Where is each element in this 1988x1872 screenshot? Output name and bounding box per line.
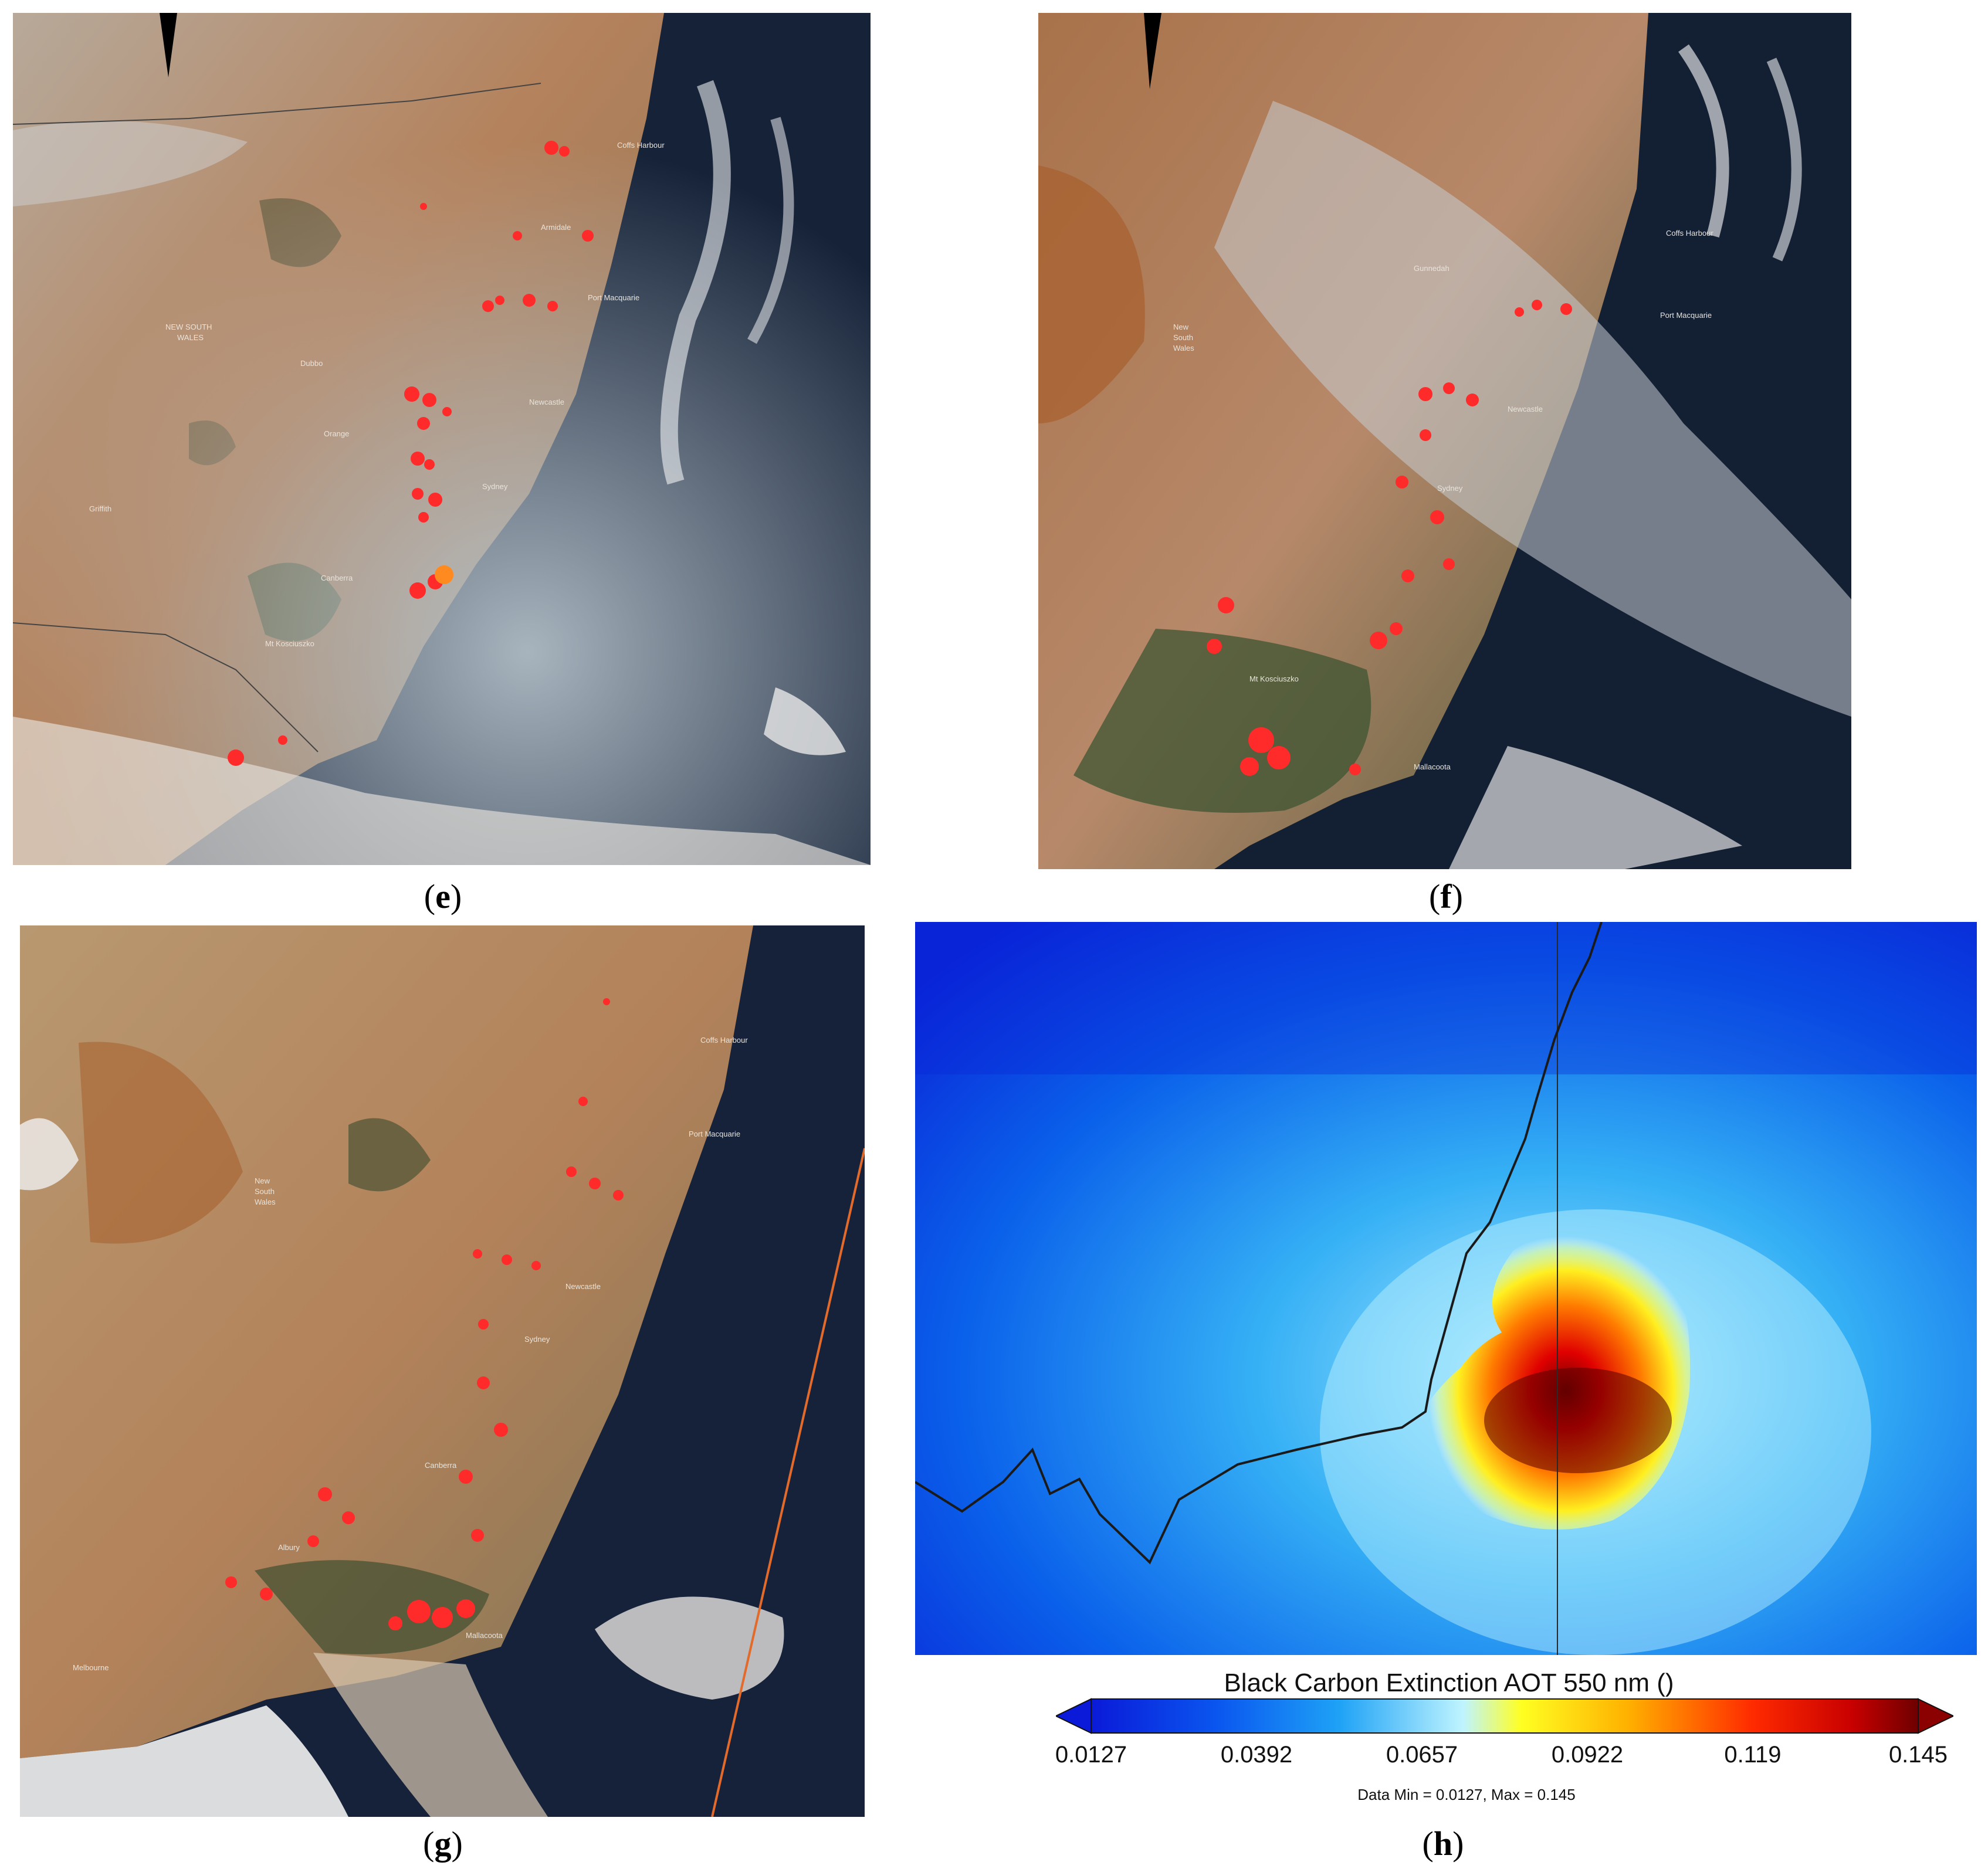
colorbar-tick-label: 0.145 — [1888, 1742, 1948, 1768]
svg-text:New: New — [255, 1176, 270, 1185]
svg-text:Port Macquarie: Port Macquarie — [588, 293, 639, 302]
svg-text:Sydney: Sydney — [524, 1335, 550, 1344]
svg-text:Orange: Orange — [324, 429, 349, 438]
colorbar-title: Black Carbon Extinction AOT 550 nm () — [1224, 1668, 1674, 1697]
panel-f-caption: (f) — [1429, 877, 1463, 915]
colorbar-tick-label: 0.119 — [1724, 1742, 1782, 1768]
svg-text:Coffs Harbour: Coffs Harbour — [617, 141, 665, 150]
svg-text:Newcastle: Newcastle — [529, 398, 564, 406]
svg-text:WALES: WALES — [177, 333, 204, 342]
colorbar — [1056, 1698, 1953, 1734]
svg-text:Coffs Harbour: Coffs Harbour — [1666, 229, 1713, 238]
svg-text:Canberra: Canberra — [425, 1461, 457, 1470]
data-min-max-note: Data Min = 0.0127, Max = 0.145 — [1357, 1786, 1576, 1803]
colorbar-max-arrow — [1918, 1698, 1953, 1734]
svg-text:Mallacoota: Mallacoota — [1414, 762, 1451, 771]
colorbar-tick-label: 0.0127 — [1055, 1742, 1127, 1768]
svg-text:Canberra: Canberra — [321, 574, 353, 582]
satellite-image-g: New South Wales Sydney Newcastle Port Ma… — [20, 925, 865, 1817]
panel-h-caption: (h) — [1422, 1824, 1464, 1863]
colorbar-tick-label: 0.0657 — [1386, 1742, 1458, 1768]
svg-text:Wales: Wales — [255, 1198, 276, 1206]
panel-e-caption: (e) — [424, 877, 462, 915]
svg-text:Albury: Albury — [278, 1543, 300, 1552]
svg-text:New: New — [1173, 323, 1189, 331]
aot-heatmap-h — [915, 922, 1977, 1655]
colorbar-tick-label: 0.0392 — [1220, 1742, 1293, 1768]
colorbar-gradient — [1090, 1698, 1919, 1734]
svg-text:Sydney: Sydney — [1437, 484, 1463, 493]
svg-text:Sydney: Sydney — [482, 482, 508, 491]
svg-text:Coffs Harbour: Coffs Harbour — [700, 1036, 748, 1044]
svg-text:Mallacoota: Mallacoota — [466, 1631, 503, 1640]
svg-text:Mt Kosciuszko: Mt Kosciuszko — [1249, 674, 1299, 683]
svg-text:NEW SOUTH: NEW SOUTH — [165, 323, 212, 331]
svg-text:Port Macquarie: Port Macquarie — [689, 1130, 740, 1138]
satellite-image-f: New South Wales Sydney Newcastle Port Ma… — [1038, 13, 1851, 869]
svg-text:Mt Kosciuszko: Mt Kosciuszko — [265, 639, 314, 648]
svg-text:South: South — [1173, 333, 1193, 342]
panel-g-caption: (g) — [423, 1824, 463, 1863]
svg-text:Newcastle: Newcastle — [1508, 405, 1543, 413]
svg-text:Newcastle: Newcastle — [565, 1282, 601, 1291]
svg-text:Dubbo: Dubbo — [300, 359, 323, 368]
svg-text:Port Macquarie: Port Macquarie — [1660, 311, 1712, 320]
svg-text:Griffith: Griffith — [89, 504, 111, 513]
colorbar-min-arrow — [1056, 1698, 1092, 1734]
svg-text:Melbourne: Melbourne — [73, 1663, 109, 1672]
satellite-image-e: NEW SOUTH WALES Sydney Newcastle Port Ma… — [13, 13, 871, 865]
svg-text:South: South — [255, 1187, 275, 1196]
colorbar-tick-label: 0.0922 — [1551, 1742, 1624, 1768]
svg-text:Wales: Wales — [1173, 344, 1194, 352]
svg-text:Armidale: Armidale — [541, 223, 571, 232]
svg-text:Gunnedah: Gunnedah — [1414, 264, 1449, 273]
